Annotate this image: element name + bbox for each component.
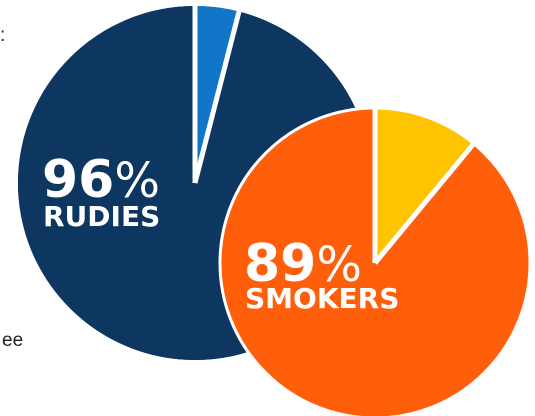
smokers-slice-remainder	[375, 108, 474, 263]
smokers-percent-label: 89%	[244, 234, 362, 294]
cropped-text-bottom: ee	[2, 330, 24, 351]
smokers-percent-sign: %	[316, 237, 362, 293]
rudies-separator-2	[192, 10, 242, 184]
rudies-percent-sign: %	[114, 153, 160, 209]
rudies-percent-label: 96%	[42, 150, 160, 210]
pie-smokers	[218, 106, 532, 416]
smokers-percent-value: 89	[244, 234, 316, 294]
smokers-category-label: SMOKERS	[245, 282, 399, 315]
cropped-text-top: :	[0, 25, 6, 46]
smokers-slice-main	[220, 108, 530, 416]
smokers-outline	[218, 106, 532, 416]
rudies-percent-value: 96	[42, 150, 114, 210]
smokers-separator-2	[373, 141, 476, 265]
rudies-category-label: RUDIES	[43, 200, 160, 233]
